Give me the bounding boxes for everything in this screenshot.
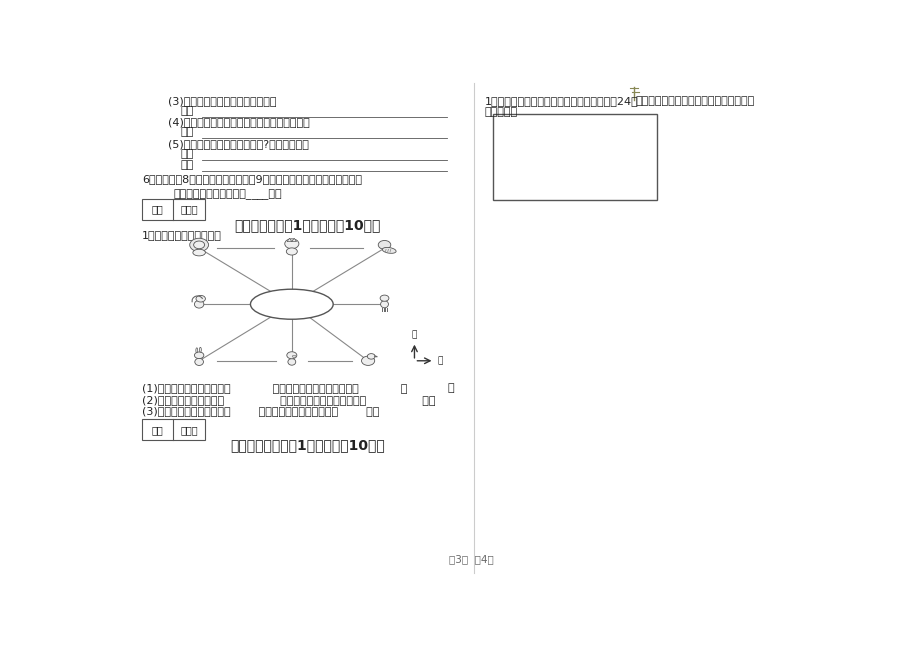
Ellipse shape bbox=[380, 301, 388, 308]
Circle shape bbox=[285, 239, 299, 249]
Text: 得分: 得分 bbox=[152, 205, 164, 214]
Text: 面: 面 bbox=[448, 384, 454, 393]
Circle shape bbox=[378, 240, 391, 249]
Circle shape bbox=[196, 295, 205, 302]
Circle shape bbox=[380, 295, 389, 301]
Polygon shape bbox=[287, 239, 291, 242]
Text: ，学校给我们一个机会，让大家出主意，: ，学校给我们一个机会，让大家出主意， bbox=[635, 96, 754, 105]
Circle shape bbox=[193, 241, 204, 249]
Bar bbox=[493, 114, 656, 200]
Text: 十一、附加题（关1大题，共计10分）: 十一、附加题（关1大题，共计10分） bbox=[230, 438, 384, 452]
Ellipse shape bbox=[194, 300, 204, 308]
Circle shape bbox=[194, 352, 204, 359]
Text: (2)小兔子家的东北面是（                ），森林信乐部的西北面是（                ）。: (2)小兔子家的东北面是（ ），森林信乐部的西北面是（ ）。 bbox=[142, 395, 435, 405]
Text: 北: 北 bbox=[412, 330, 416, 339]
Text: 1、仔细观察，辨别方向。: 1、仔细观察，辨别方向。 bbox=[142, 229, 221, 240]
Ellipse shape bbox=[382, 248, 396, 254]
Polygon shape bbox=[291, 239, 296, 242]
Text: 帮忙设计。: 帮忙设计。 bbox=[483, 107, 516, 117]
Text: 森林信乐部: 森林信乐部 bbox=[278, 297, 305, 306]
Ellipse shape bbox=[199, 347, 201, 352]
Circle shape bbox=[361, 356, 374, 365]
Text: 评卷人: 评卷人 bbox=[180, 205, 198, 214]
Text: 列式: 列式 bbox=[180, 127, 194, 137]
Text: (3)、汽车的价錢是玩具蛇的几倍？: (3)、汽车的价錢是玩具蛇的几倍？ bbox=[168, 96, 277, 105]
Ellipse shape bbox=[286, 248, 297, 255]
Ellipse shape bbox=[250, 289, 333, 319]
Text: 列式: 列式 bbox=[180, 105, 194, 116]
Text: (5)、你还能提出什么数学问题?并解决问题。: (5)、你还能提出什么数学问题?并解决问题。 bbox=[168, 138, 309, 149]
Bar bbox=[142, 419, 205, 440]
Ellipse shape bbox=[292, 356, 296, 358]
Text: 6、小刚存了8元，小兵存的是小刚的9倍，小兵和小刚一共存了多少錢？: 6、小刚存了8元，小兵存的是小刚的9倍，小兵和小刚一共存了多少錢？ bbox=[142, 174, 362, 184]
Text: 第3页  关4页: 第3页 关4页 bbox=[448, 554, 494, 564]
Ellipse shape bbox=[288, 359, 295, 365]
Circle shape bbox=[287, 352, 297, 359]
Text: 答：小兵和小刚一共存了____元。: 答：小兵和小刚一共存了____元。 bbox=[174, 189, 282, 200]
Text: 东: 东 bbox=[437, 356, 443, 365]
Text: 问：: 问： bbox=[180, 149, 194, 159]
Bar bbox=[142, 199, 205, 220]
Ellipse shape bbox=[196, 348, 198, 353]
Text: 列式: 列式 bbox=[180, 160, 194, 170]
Text: 十、综合题（关1大题，共计10分）: 十、综合题（关1大题，共计10分） bbox=[234, 218, 380, 232]
Text: (4)、买一辆汽车和一架飞机一共要花多少錢？: (4)、买一辆汽车和一架飞机一共要花多少錢？ bbox=[168, 117, 310, 127]
Ellipse shape bbox=[193, 249, 205, 256]
Text: 1．光明小学为了使校园更美，在操场四周放24盆: 1．光明小学为了使校园更美，在操场四周放24盆 bbox=[483, 96, 638, 105]
Circle shape bbox=[189, 239, 209, 252]
Text: 评卷人: 评卷人 bbox=[180, 425, 198, 435]
Text: 得分: 得分 bbox=[152, 425, 164, 435]
Circle shape bbox=[367, 354, 375, 359]
Ellipse shape bbox=[195, 358, 203, 365]
Text: (1)小猫住在森林信乐部的（            ）面，小鸡在森林信乐部的（            ）: (1)小猫住在森林信乐部的（ ）面，小鸡在森林信乐部的（ ） bbox=[142, 384, 407, 393]
Text: (3)驴子家在森林信乐部的（        ）面，小狗家在狮子家的（        ）面: (3)驴子家在森林信乐部的（ ）面，小狗家在狮子家的（ ）面 bbox=[142, 406, 379, 417]
